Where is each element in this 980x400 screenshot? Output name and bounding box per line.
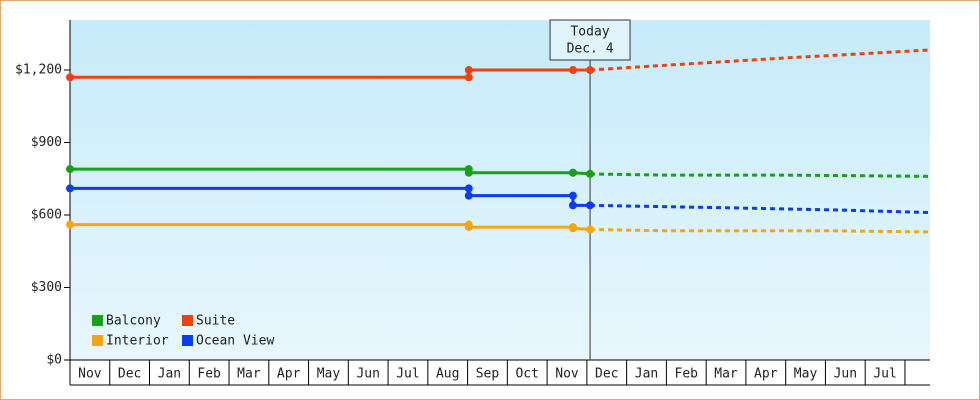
today-label: Today: [570, 25, 609, 40]
point: [586, 201, 595, 210]
x-tick-label: Aug: [436, 367, 459, 382]
x-tick-label: Mar: [237, 367, 261, 382]
point: [586, 66, 595, 75]
x-tick-label: Jan: [158, 367, 181, 382]
point: [464, 168, 473, 177]
y-tick-label: $900: [31, 135, 62, 150]
point: [568, 66, 577, 75]
y-tick-label: $0: [46, 353, 62, 368]
point: [568, 201, 577, 210]
legend-swatch: [92, 315, 103, 326]
point: [66, 184, 74, 193]
point: [464, 191, 473, 200]
point: [464, 184, 473, 193]
y-tick-label: $1,200: [15, 63, 62, 78]
point: [586, 169, 595, 178]
point: [464, 73, 473, 82]
x-tick-label: Apr: [754, 367, 778, 382]
x-tick-label: Nov: [555, 367, 579, 382]
x-tick-label: Sep: [476, 367, 500, 382]
x-tick-label: May: [317, 367, 341, 382]
y-tick-label: $600: [31, 208, 62, 223]
legend-swatch: [182, 315, 193, 326]
legend-label: Ocean View: [196, 334, 274, 349]
x-tick-label: Jul: [396, 367, 419, 382]
x-tick-label: Dec: [595, 367, 618, 382]
forecast-line: [589, 48, 931, 72]
point: [464, 223, 473, 232]
forecast-line: [590, 228, 931, 234]
point: [568, 168, 577, 177]
forecast-line: [590, 203, 931, 215]
legend-label: Suite: [196, 314, 235, 329]
legend-swatch: [92, 335, 103, 346]
point: [586, 225, 595, 234]
x-tick-label: Feb: [197, 367, 221, 382]
x-tick-label: May: [794, 367, 818, 382]
y-tick-label: $300: [31, 280, 62, 295]
point: [568, 191, 577, 200]
legend-label: Balcony: [106, 314, 161, 329]
today-date: Dec. 4: [567, 42, 614, 57]
point: [66, 165, 74, 174]
point: [66, 73, 74, 82]
x-tick-label: Jan: [635, 367, 658, 382]
forecast-line: [590, 172, 931, 178]
x-tick-label: Feb: [675, 367, 699, 382]
legend-swatch: [182, 335, 193, 346]
x-tick-label: Mar: [714, 367, 738, 382]
x-tick-label: Jun: [356, 367, 379, 382]
x-tick-label: Oct: [515, 367, 538, 382]
point: [464, 66, 473, 75]
x-tick-label: Apr: [277, 367, 301, 382]
x-tick-label: Jul: [873, 367, 896, 382]
legend-label: Interior: [106, 334, 169, 349]
point: [66, 220, 74, 229]
today-box: [549, 19, 631, 61]
x-tick-label: Dec: [118, 367, 141, 382]
x-tick-label: Nov: [78, 367, 102, 382]
point: [568, 224, 577, 233]
x-tick-label: Jun: [834, 367, 857, 382]
